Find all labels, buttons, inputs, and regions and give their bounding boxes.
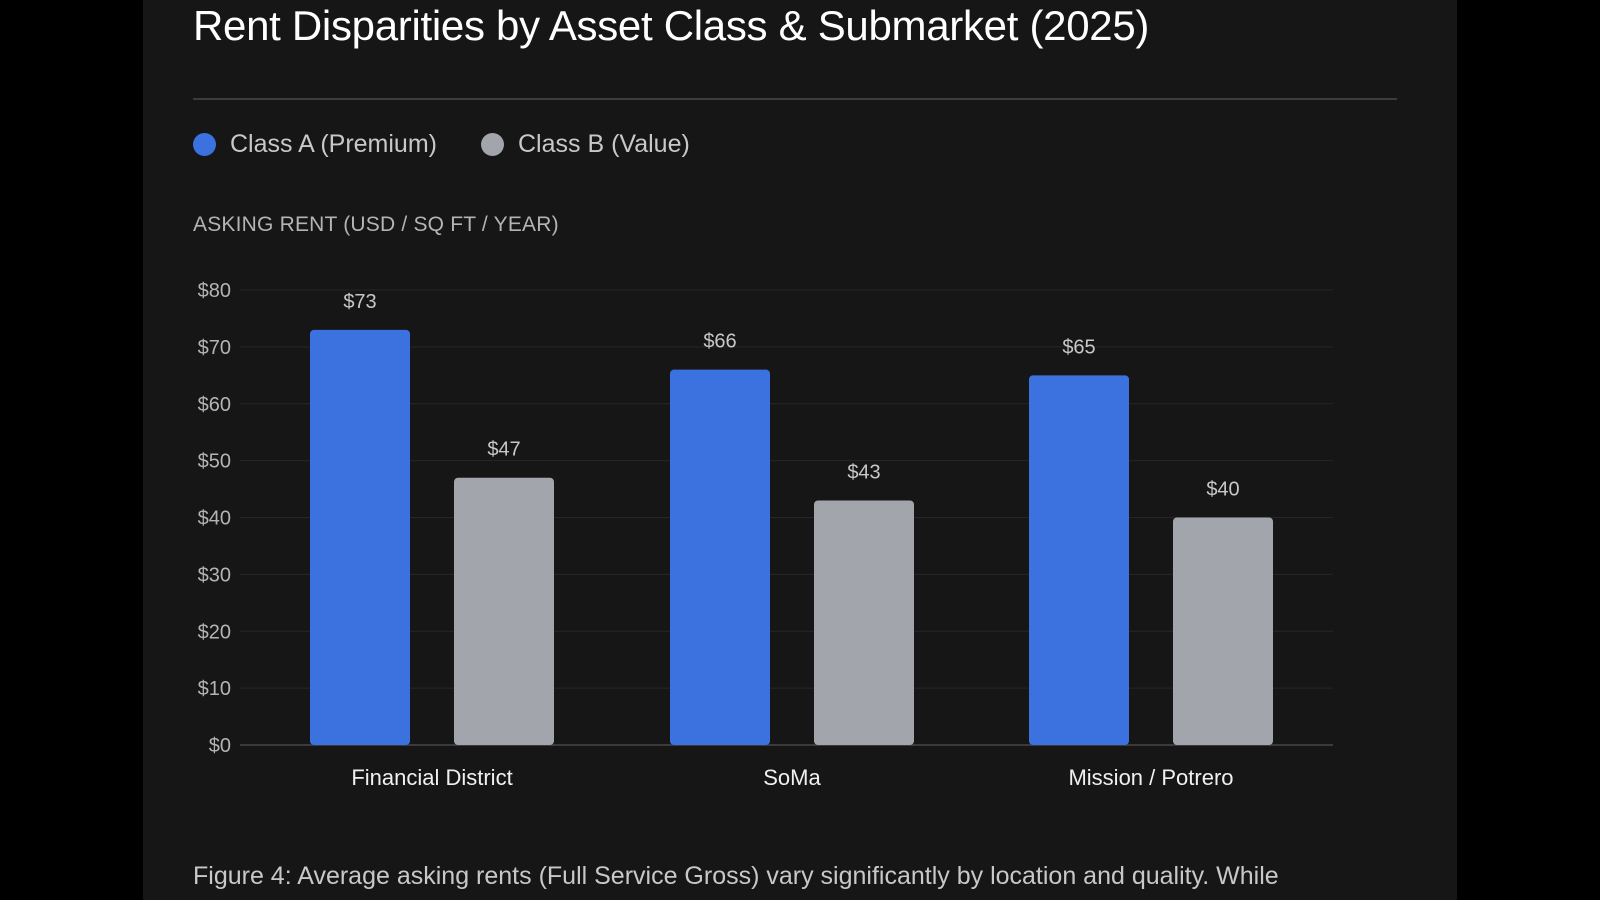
bar-class-b-mission-potrero [1173,517,1273,745]
legend-label-class-a: Class A (Premium) [230,130,437,158]
bar-class-a-soma [670,369,770,745]
y-axis-title: ASKING RENT (USD / SQ FT / YEAR) [193,213,559,236]
x-tick-label-mission-potrero: Mission / Potrero [1068,765,1233,790]
data-label-class-a-financial-district: $73 [343,291,376,313]
bar-class-b-financial-district [454,477,554,745]
data-label-class-a-soma: $66 [703,331,736,353]
chart-legend: Class A (Premium) Class B (Value) [193,130,690,159]
y-tick-label: $80 [198,280,231,302]
legend-item-class-b: Class B (Value) [480,130,690,159]
legend-swatch-class-b [480,133,504,156]
y-tick-label: $60 [198,394,231,416]
y-tick-label: $10 [198,678,231,700]
data-label-class-b-financial-district: $47 [487,439,520,461]
data-label-class-a-mission-potrero: $65 [1062,336,1095,358]
y-tick-label: $40 [198,508,231,530]
bar-chart: $0 $10 $20 $30 $40 $50 $60 $70 $80 $73 $47 Financia… [198,280,1333,790]
chart-title: Rent Disparities by Asset Class & Submar… [193,2,1150,49]
x-tick-label-financial-district: Financial District [351,765,512,790]
legend-swatch-class-a [193,133,216,156]
figure-caption: Figure 4: Average asking rents (Full Ser… [193,862,1279,890]
y-tick-label: $50 [198,451,231,473]
bar-class-a-financial-district [310,329,410,745]
bar-class-b-soma [814,500,914,745]
y-tick-label: $30 [198,564,231,586]
y-tick-label: $20 [198,621,231,643]
x-tick-label-soma: SoMa [763,765,821,790]
data-label-class-b-mission-potrero: $40 [1206,479,1239,501]
title-divider [193,98,1397,100]
y-tick-label: $70 [198,337,231,359]
legend-item-class-a: Class A (Premium) [193,130,437,159]
y-tick-label: $0 [209,735,231,757]
data-label-class-b-soma: $43 [847,461,880,483]
bar-class-a-mission-potrero [1029,375,1129,745]
chart-card: Rent Disparities by Asset Class & Submar… [143,0,1457,900]
legend-label-class-b: Class B (Value) [517,130,690,158]
